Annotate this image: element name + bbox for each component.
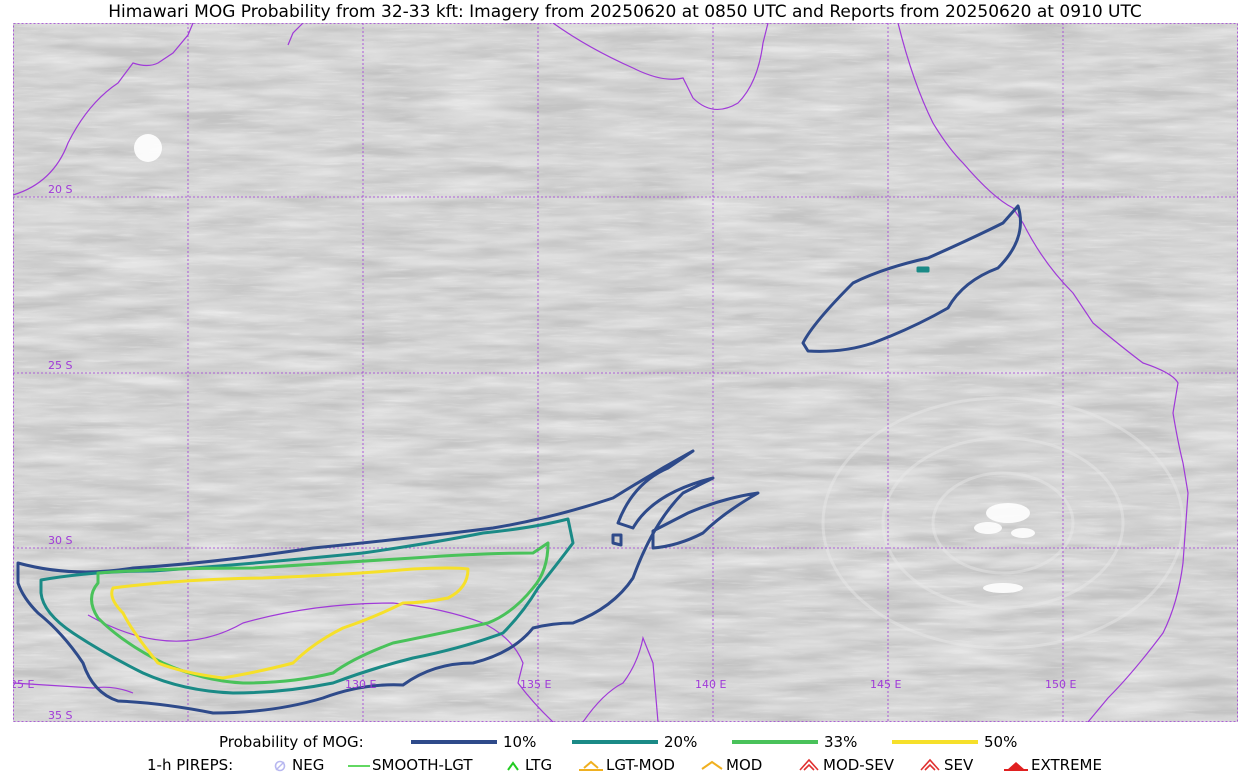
- contour-50-percent: [110, 566, 470, 680]
- lon-label-150e: 150 E: [1045, 678, 1076, 691]
- legend-swatch-50: [892, 740, 978, 744]
- probability-legend: Probability of MOG: 10% 20% 33% 50%: [0, 733, 1250, 753]
- pirep-label-smooth-lgt: SMOOTH-LGT: [372, 756, 473, 774]
- lat-label-20s: 20 S: [48, 183, 72, 196]
- line-icon: [348, 765, 370, 767]
- pirep-legend-label: 1-h PIREPS:: [147, 756, 234, 774]
- pirep-label-extreme: EXTREME: [1031, 756, 1102, 774]
- pirep-label-neg: NEG: [292, 756, 325, 774]
- lon-label-145e: 145 E: [870, 678, 901, 691]
- legend-label-20: 20%: [664, 733, 698, 751]
- probability-legend-label: Probability of MOG:: [219, 733, 364, 751]
- pirep-label-mod: MOD: [726, 756, 763, 774]
- double-caret-icon: [799, 758, 819, 771]
- lon-label-125e: 125 E: [13, 678, 34, 691]
- pirep-item-mod: MOD: [700, 756, 762, 774]
- lon-label-140e: 140 E: [695, 678, 726, 691]
- legend-item-50: 50%: [892, 733, 1017, 751]
- legend-item-10: 10%: [411, 733, 536, 751]
- contour-10-percent: [16, 204, 1022, 715]
- pirep-item-mod-sev: MOD-SEV: [797, 756, 894, 774]
- coastlines: [13, 23, 1189, 722]
- pirep-label-mod-sev: MOD-SEV: [823, 756, 894, 774]
- legend-swatch-33: [732, 740, 818, 744]
- pirep-legend: 1-h PIREPS: NEG SMOOTH-LGT LTG LGT-MOD M…: [0, 756, 1250, 776]
- legend-label-50: 50%: [984, 733, 1018, 751]
- pirep-item-neg: NEG: [272, 756, 324, 774]
- contour-33-percent: [90, 541, 550, 685]
- legend-swatch-10: [411, 740, 497, 744]
- lon-label-135e: 135 E: [520, 678, 551, 691]
- filled-triangle-icon: [1004, 762, 1028, 771]
- legend-item-33: 33%: [732, 733, 857, 751]
- double-caret-icon: [920, 758, 940, 771]
- legend-item-20: 20%: [572, 733, 697, 751]
- lat-label-25s: 25 S: [48, 359, 72, 372]
- neg-circle-icon: [274, 760, 286, 772]
- bright-cloud-cells: [134, 134, 1035, 593]
- lon-label-130e: 130 E: [345, 678, 376, 691]
- map-canvas: 20 S 25 S 30 S 35 S 125 E 130 E 135 E 14…: [13, 23, 1238, 722]
- caret-icon: [701, 760, 723, 770]
- pirep-item-ltg: LTG: [505, 756, 552, 774]
- lat-label-30s: 30 S: [48, 534, 72, 547]
- pirep-item-extreme: EXTREME: [1003, 756, 1102, 774]
- legend-label-10: 10%: [503, 733, 537, 751]
- satellite-map[interactable]: 20 S 25 S 30 S 35 S 125 E 130 E 135 E 14…: [13, 23, 1238, 722]
- cyclone-swirl: [821, 396, 1185, 650]
- contour-20-percent: [39, 266, 930, 695]
- chart-title: Himawari MOG Probability from 32-33 kft:…: [108, 2, 1142, 22]
- caret-icon: [507, 761, 519, 771]
- legend-label-33: 33%: [824, 733, 858, 751]
- caret-bar-icon: [579, 760, 603, 771]
- lat-label-35s: 35 S: [48, 709, 72, 722]
- imagery-streaks: [13, 23, 1238, 722]
- legend-swatch-20: [572, 740, 658, 744]
- pirep-label-ltg: LTG: [525, 756, 553, 774]
- pirep-label-sev: SEV: [944, 756, 974, 774]
- pirep-item-smooth-lgt: SMOOTH-LGT: [348, 756, 473, 774]
- pirep-item-sev: SEV: [918, 756, 973, 774]
- pirep-label-lgt-mod: LGT-MOD: [606, 756, 675, 774]
- gridlines: [13, 23, 1238, 722]
- pirep-item-lgt-mod: LGT-MOD: [578, 756, 675, 774]
